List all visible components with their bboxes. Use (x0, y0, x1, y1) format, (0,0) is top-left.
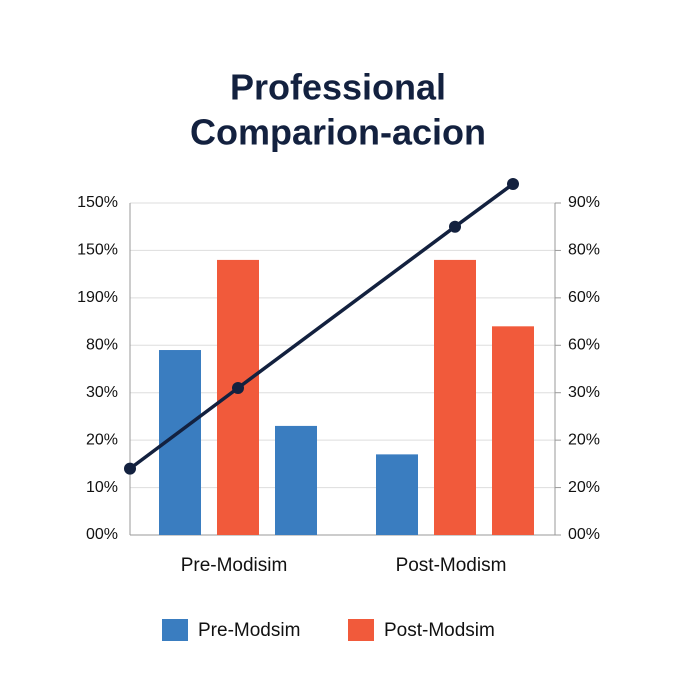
y-tick-label: 150% (77, 242, 118, 259)
y-tick-label: 00% (86, 526, 118, 543)
bar (376, 454, 418, 535)
legend-swatch (162, 619, 188, 641)
y-tick-label: 190% (77, 289, 118, 306)
y2-tick-label: 00% (568, 526, 600, 543)
bar (434, 259, 476, 535)
y2-tick-label: 20% (568, 479, 600, 496)
y-tick-label: 30% (86, 384, 118, 401)
x-tick-label: Pre-Modisim (181, 555, 288, 576)
legend-swatch (348, 619, 374, 641)
y2-tick-label: 80% (568, 242, 600, 259)
line (128, 182, 515, 471)
y2-tick-label: 60% (568, 289, 600, 306)
bar (492, 326, 534, 535)
x-tick-label: Post-Modism (396, 555, 507, 576)
line-point (449, 220, 461, 233)
bar (275, 425, 317, 535)
y-tick-label: 20% (86, 431, 118, 448)
y-tick-label: 80% (86, 337, 118, 354)
line-point (124, 462, 136, 475)
y2-tick-label: 60% (568, 337, 600, 354)
chart-title: Comparion-acion (190, 112, 486, 153)
y2-tick-label: 30% (568, 384, 600, 401)
chart-title: Professional (230, 67, 446, 108)
y2-tick-label: 20% (568, 431, 600, 448)
legend-label: Pre-Modsim (198, 620, 300, 641)
y2-tick-label: 90% (568, 194, 600, 211)
line-point (507, 178, 519, 191)
y-tick-label: 150% (77, 194, 118, 211)
y-tick-label: 10% (86, 479, 118, 496)
line-point (232, 381, 244, 394)
legend-label: Post-Modsim (384, 620, 495, 641)
